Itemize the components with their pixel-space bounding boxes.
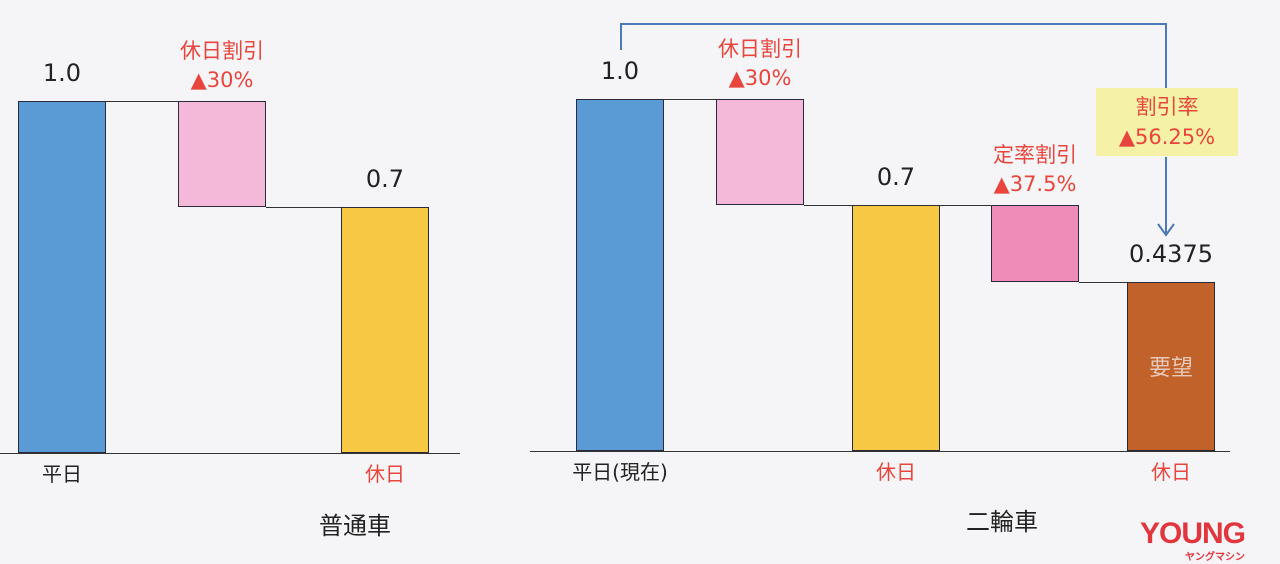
total-bar	[18, 101, 106, 453]
discount-label: 休日割引	[718, 37, 802, 61]
decrease-bar	[991, 205, 1079, 282]
discount-value: ▲30%	[728, 66, 792, 90]
connector-line	[940, 205, 991, 206]
band-motorcycle: 二輪車	[737, 496, 1267, 542]
connector-line	[106, 101, 178, 102]
discount-label: 定率割引	[993, 143, 1077, 167]
connector-line	[1079, 282, 1127, 283]
category-label: 休日	[876, 460, 916, 484]
logo: YOUNG	[1140, 517, 1246, 550]
connector-line	[266, 207, 341, 208]
decrease-bar	[716, 99, 804, 205]
bar-inner-label: 要望	[1148, 356, 1193, 381]
connector-line	[664, 99, 716, 100]
baseline	[0, 453, 460, 454]
logo-sub: ヤングマシン MACHINE	[1185, 552, 1245, 564]
arrow-head	[1157, 223, 1175, 237]
band-regular-car: 普通車	[30, 500, 680, 546]
total-bar	[341, 207, 429, 453]
value-label: 0.7	[365, 165, 405, 193]
decrease-bar	[178, 101, 266, 207]
discount-rate-callout: 割引率 ▲56.25%	[1096, 88, 1238, 156]
category-label: 平日	[42, 462, 82, 486]
discount-value: ▲37.5%	[993, 172, 1077, 196]
total-bar	[1127, 282, 1215, 451]
baseline	[530, 451, 1230, 452]
connector-line	[804, 205, 852, 206]
callout-value: ▲56.25%	[1118, 125, 1216, 149]
discount-value: ▲30%	[190, 68, 254, 92]
value-label: 1.0	[600, 57, 640, 85]
band-label: 普通車	[319, 511, 391, 540]
bracket-line	[620, 23, 1167, 88]
total-bar	[852, 205, 940, 451]
value-label: 0.4375	[1129, 240, 1213, 268]
callout-title: 割引率	[1135, 95, 1199, 119]
total-bar	[576, 99, 664, 451]
band-label: 二輪車	[966, 507, 1038, 536]
value-label: 0.7	[876, 163, 916, 191]
category-label: 休日	[365, 462, 405, 486]
category-label: 平日(現在)	[572, 460, 668, 484]
category-label: 休日	[1151, 460, 1191, 484]
value-label: 1.0	[42, 59, 82, 87]
discount-label: 休日割引	[180, 39, 264, 63]
